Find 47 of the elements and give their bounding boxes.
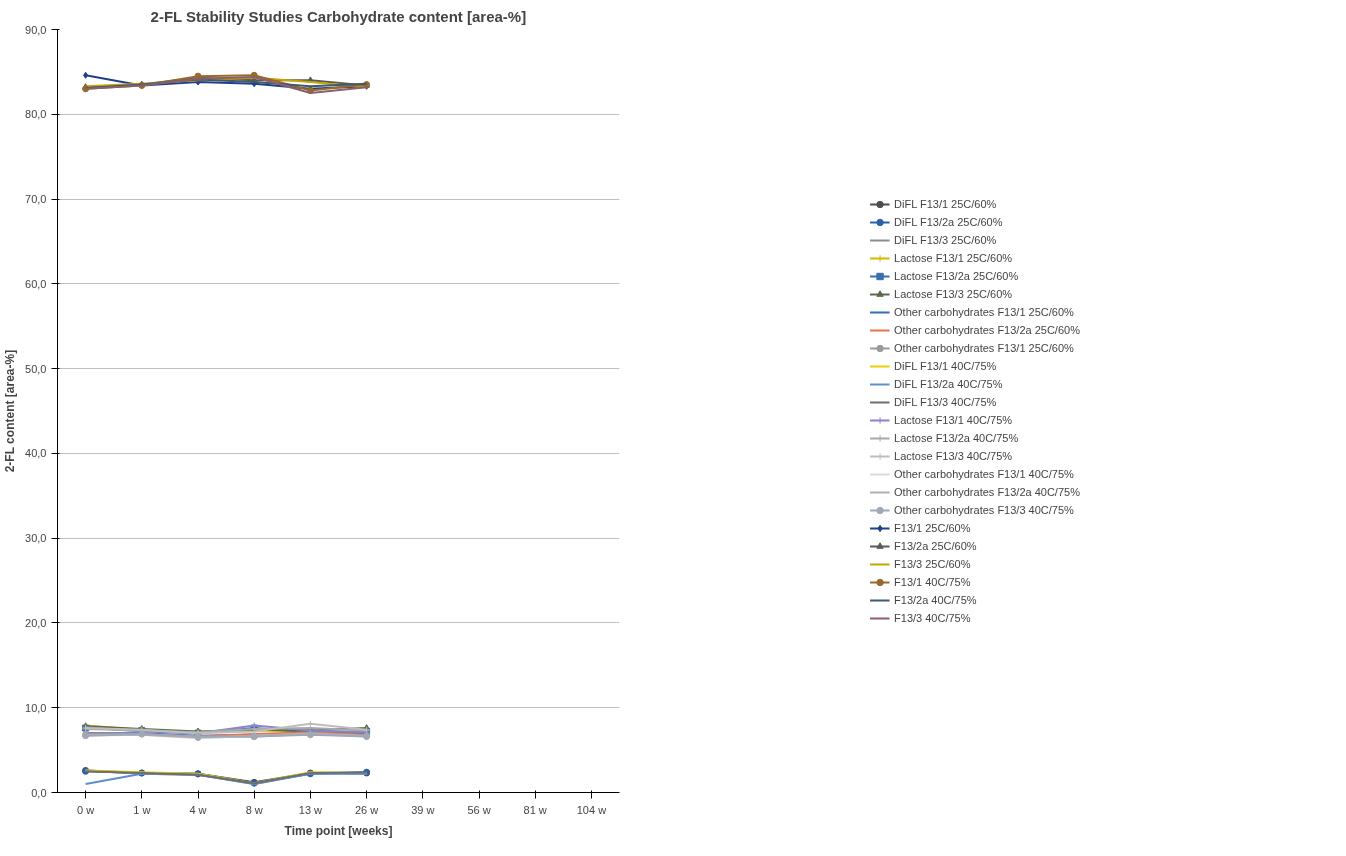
y-tick-label: 90,0 [25,23,47,36]
x-tick-label: 39 w [411,803,435,816]
y-tick-label: 70,0 [25,193,47,206]
legend-label: DiFL F13/1 40C/75% [894,358,997,374]
x-tick-label: 1 w [133,803,151,816]
y-axis-title: 2-FL content [area-%] [3,349,18,473]
x-tick-label: 104 w [576,803,607,816]
legend-label: F13/3 25C/60% [894,556,971,572]
y-tick-label: 60,0 [25,277,47,290]
legend-label: DiFL F13/3 25C/60% [894,232,997,248]
legend-label: DiFL F13/2a 25C/60% [894,214,1003,230]
x-tick-label: 8 w [245,803,263,816]
x-tick-label: 26 w [354,803,379,816]
legend-label: F13/3 40C/75% [894,610,971,626]
legend-label: F13/1 25C/60% [894,520,971,536]
legend-label: DiFL F13/2a 40C/75% [894,376,1003,392]
x-tick-label: 4 w [189,803,207,816]
x-tick-label: 56 w [467,803,491,816]
legend-label: Lactose F13/3 25C/60% [894,286,1013,302]
legend-label: Other carbohydrates F13/1 25C/60% [894,304,1074,320]
legend-label: F13/2a 40C/75% [894,592,977,608]
legend-label: Other carbohydrates F13/1 40C/75% [894,466,1074,482]
legend-label: Other carbohydrates F13/1 25C/60% [894,340,1074,356]
legend-label: F13/2a 25C/60% [894,538,977,554]
y-tick-label: 0,0 [31,786,47,799]
legend-label: F13/1 40C/75% [894,574,971,590]
legend-label: DiFL F13/3 40C/75% [894,394,997,410]
y-tick-label: 20,0 [25,616,47,629]
legend-label: Lactose F13/2a 40C/75% [894,430,1019,446]
x-tick-label: 13 w [298,803,323,816]
legend-label: Other carbohydrates F13/2a 40C/75% [894,484,1080,500]
x-axis-title: Time point [weeks] [284,823,393,838]
legend-label: Lactose F13/2a 25C/60% [894,268,1019,284]
y-tick-label: 50,0 [25,362,47,375]
y-tick-label: 40,0 [25,447,47,460]
legend-label: Other carbohydrates F13/3 40C/75% [894,502,1074,518]
y-tick-label: 30,0 [25,532,47,545]
legend-label: Lactose F13/1 25C/60% [894,250,1013,266]
y-tick-label: 10,0 [25,701,47,714]
legend-label: DiFL F13/1 25C/60% [894,196,997,212]
x-tick-label: 81 w [523,803,547,816]
legend-label: Lactose F13/1 40C/75% [894,412,1013,428]
legend-label: Lactose F13/3 40C/75% [894,448,1013,464]
chart-title: 2-FL Stability Studies Carbohydrate content [area-%] [150,7,527,25]
legend-label: Other carbohydrates F13/2a 25C/60% [894,322,1080,338]
x-tick-label: 0 w [77,803,95,816]
y-tick-label: 80,0 [25,108,47,121]
